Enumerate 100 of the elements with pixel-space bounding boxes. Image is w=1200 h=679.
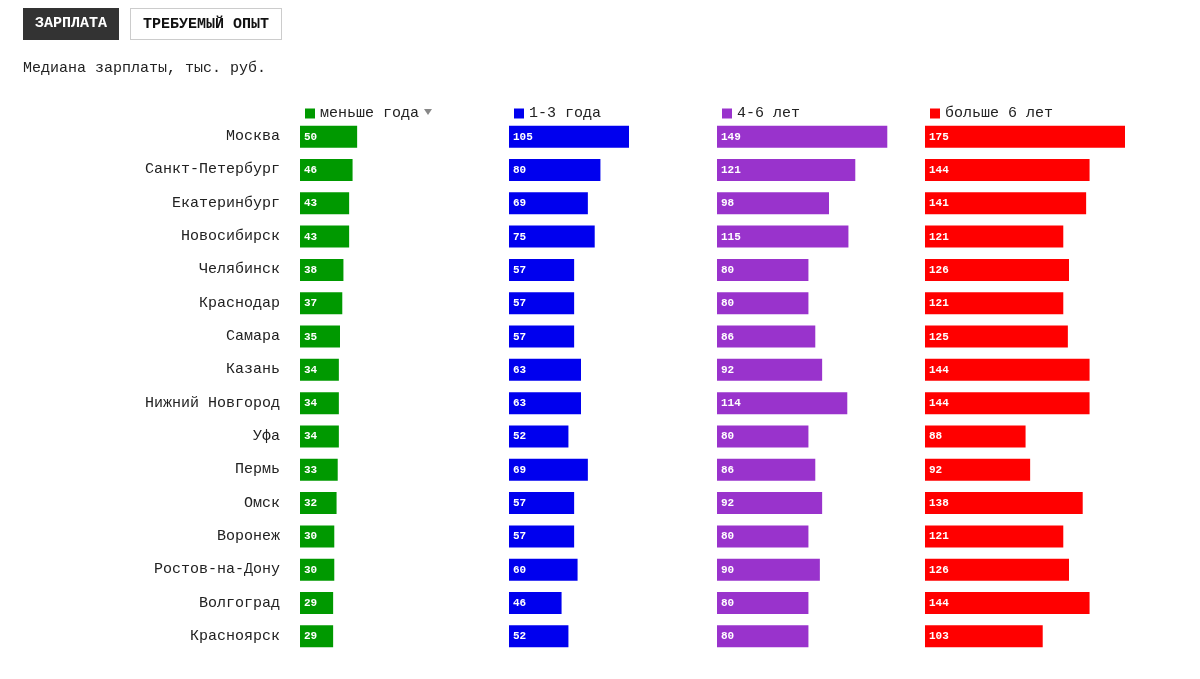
bar xyxy=(300,225,350,248)
bar xyxy=(509,125,629,148)
data-label: 105 xyxy=(513,130,534,143)
bar xyxy=(509,358,581,381)
data-label: 37 xyxy=(304,297,318,310)
bar xyxy=(509,492,575,515)
y-tick-label: Омск xyxy=(243,494,280,512)
bar xyxy=(925,225,1064,248)
bar xyxy=(717,358,823,381)
text: Медиана зарплаты, тыс. руб. xyxy=(23,60,267,77)
data-label: 69 xyxy=(513,197,527,210)
bar xyxy=(509,258,575,281)
data-label: 90 xyxy=(721,563,735,576)
bar xyxy=(509,225,595,248)
data-label: 121 xyxy=(721,163,742,176)
data-label: 121 xyxy=(929,530,950,543)
data-label: 80 xyxy=(721,630,735,643)
bar xyxy=(925,392,1090,415)
bar xyxy=(717,158,856,181)
data-label: 29 xyxy=(304,597,318,610)
bar xyxy=(717,458,816,481)
bar xyxy=(925,125,1125,148)
data-label: 30 xyxy=(304,530,318,543)
data-label: 114 xyxy=(721,397,742,410)
data-label: 80 xyxy=(513,163,527,176)
y-tick-label: Казань xyxy=(225,361,280,379)
bar xyxy=(300,258,344,281)
bar xyxy=(300,392,339,415)
bar xyxy=(509,292,575,315)
bar xyxy=(300,458,338,481)
data-label: 63 xyxy=(513,397,527,410)
bar xyxy=(925,458,1031,481)
data-label: 121 xyxy=(929,230,950,243)
data-label: 115 xyxy=(721,230,742,243)
data-label: 33 xyxy=(304,463,318,476)
data-label: 103 xyxy=(929,630,950,643)
bar xyxy=(300,292,343,315)
data-label: 88 xyxy=(929,430,943,443)
bar xyxy=(300,525,335,548)
bar xyxy=(717,625,809,648)
bar xyxy=(509,558,578,581)
text: ТРЕБУЕМЫЙ ОПЫТ xyxy=(130,8,283,40)
data-label: 92 xyxy=(721,363,735,376)
data-label: 126 xyxy=(929,563,949,576)
bar xyxy=(717,392,848,415)
data-label: 34 xyxy=(304,430,318,443)
data-label: 144 xyxy=(929,597,950,610)
data-label: 43 xyxy=(304,230,318,243)
data-label: 75 xyxy=(513,230,527,243)
bar xyxy=(925,492,1083,515)
data-label: 32 xyxy=(304,497,318,510)
bar xyxy=(300,492,337,515)
bar xyxy=(300,325,340,348)
data-label: 57 xyxy=(513,330,527,343)
data-label: 60 xyxy=(513,563,527,576)
bar xyxy=(509,458,588,481)
bar xyxy=(300,192,350,215)
bar xyxy=(300,158,353,181)
data-label: 126 xyxy=(929,263,949,276)
y-tick-label: Пермь xyxy=(234,461,280,479)
bar xyxy=(300,125,358,148)
bar xyxy=(925,558,1069,581)
bar xyxy=(925,158,1090,181)
data-label: 38 xyxy=(304,263,318,276)
y-tick-label: Воронеж xyxy=(216,527,280,545)
bar xyxy=(925,292,1064,315)
y-tick-label: Челябинск xyxy=(198,261,280,279)
bar xyxy=(717,558,820,581)
data-label: 86 xyxy=(721,330,735,343)
bar xyxy=(509,425,569,448)
data-label: 69 xyxy=(513,463,527,476)
legend-label: больше 6 лет xyxy=(945,105,1054,122)
data-label: 52 xyxy=(513,630,527,643)
data-label: 144 xyxy=(929,397,950,410)
bar xyxy=(925,625,1043,648)
data-label: 80 xyxy=(721,263,735,276)
y-tick-label: Нижний Новгород xyxy=(144,394,280,412)
data-label: 175 xyxy=(929,130,950,143)
y-tick-label: Красноярск xyxy=(189,627,280,645)
y-tick-label: Уфа xyxy=(252,427,280,445)
y-tick-label: Новосибирск xyxy=(180,228,280,246)
data-label: 144 xyxy=(929,163,950,176)
data-label: 92 xyxy=(721,497,735,510)
data-label: 141 xyxy=(929,197,950,210)
data-label: 98 xyxy=(721,197,735,210)
bar xyxy=(717,425,809,448)
data-label: 121 xyxy=(929,297,950,310)
data-label: 29 xyxy=(304,630,318,643)
data-label: 46 xyxy=(304,163,318,176)
bar xyxy=(925,425,1026,448)
data-label: 86 xyxy=(721,463,735,476)
bar xyxy=(300,425,339,448)
data-label: 52 xyxy=(513,430,527,443)
bar xyxy=(509,592,562,615)
bar xyxy=(717,225,849,248)
data-label: 43 xyxy=(304,197,318,210)
bar xyxy=(925,325,1068,348)
bar xyxy=(717,525,809,548)
bar xyxy=(509,525,575,548)
bar xyxy=(717,492,823,515)
